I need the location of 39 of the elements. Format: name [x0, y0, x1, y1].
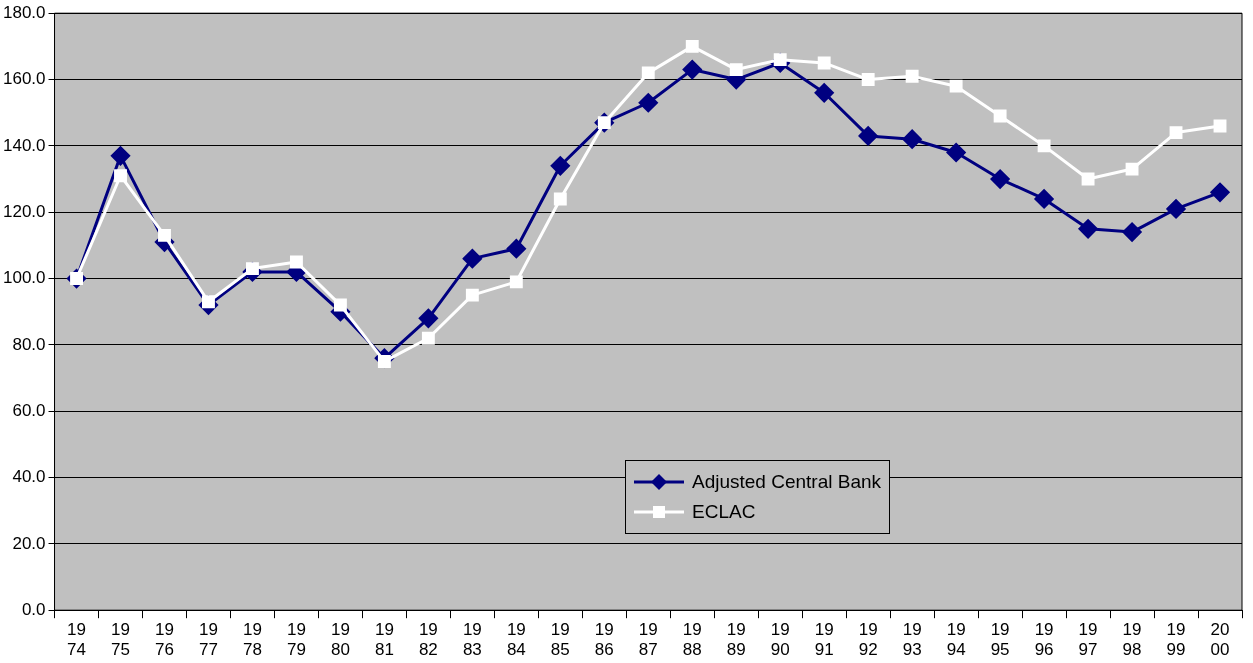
y-tick-label: 120.0 — [2, 201, 46, 221]
x-tick-label: 1996 — [1034, 620, 1054, 660]
x-tick-label: 1995 — [990, 620, 1010, 660]
legend-label: ECLAC — [692, 501, 756, 523]
x-tick-label: 1992 — [858, 620, 878, 660]
y-tick-label: 20.0 — [12, 533, 46, 553]
x-tick-label: 1974 — [67, 620, 86, 660]
x-tick-label: 1987 — [638, 620, 658, 660]
x-tick-label: 1988 — [682, 620, 702, 660]
x-tick-label: 1984 — [506, 620, 526, 660]
x-tick-label: 1994 — [946, 620, 966, 660]
y-tick-label: 100.0 — [2, 268, 46, 288]
x-tick-label: 1980 — [330, 620, 350, 660]
x-tick-label: 1991 — [814, 620, 834, 660]
y-tick-label: 40.0 — [12, 467, 46, 487]
y-tick-label: 60.0 — [12, 400, 46, 420]
x-tick-label: 1982 — [418, 620, 438, 660]
y-tick-label: 80.0 — [12, 334, 46, 354]
x-tick-label: 1979 — [286, 620, 306, 660]
x-tick-label: 1989 — [726, 620, 746, 660]
x-tick-label: 1993 — [902, 620, 922, 660]
x-tick-label: 1986 — [594, 620, 614, 660]
x-tick-label: 1975 — [111, 620, 130, 660]
x-tick-label: 1976 — [155, 620, 174, 660]
x-tick-label: 1978 — [242, 620, 262, 660]
legend-label: Adjusted Central Bank — [692, 471, 882, 493]
x-tick-label: 1981 — [374, 620, 394, 660]
y-tick-label: 0.0 — [21, 599, 46, 619]
x-tick-label: 1997 — [1078, 620, 1098, 660]
x-tick-label: 1985 — [550, 620, 570, 660]
x-tick-label: 1977 — [199, 620, 218, 660]
y-tick-label: 160.0 — [2, 69, 46, 89]
y-tick-label: 140.0 — [2, 135, 46, 155]
x-tick-label: 2000 — [1210, 620, 1230, 660]
x-tick-label: 1999 — [1166, 620, 1186, 660]
x-tick-label: 1990 — [770, 620, 790, 660]
x-tick-label: 1998 — [1122, 620, 1142, 660]
x-tick-label: 1983 — [462, 620, 482, 660]
y-tick-label: 180.0 — [2, 2, 46, 22]
